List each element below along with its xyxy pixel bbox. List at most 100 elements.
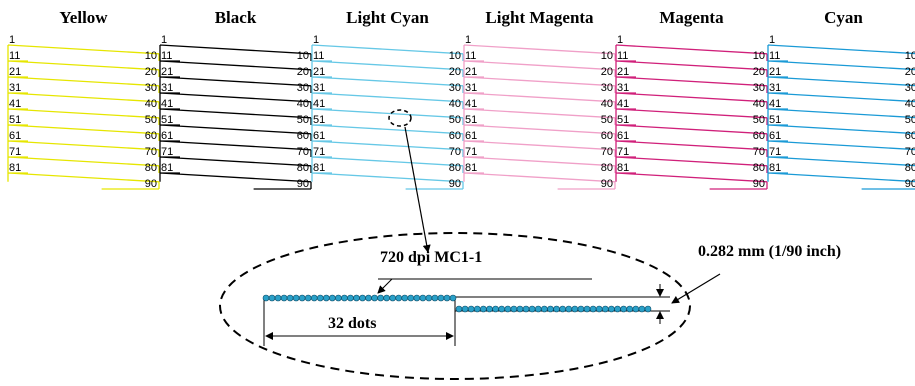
nozzle-zigzag bbox=[615, 44, 768, 190]
column-title: Black bbox=[215, 8, 257, 27]
nozzle-label: 71 bbox=[617, 146, 629, 158]
nozzle-label: 1 bbox=[617, 34, 623, 46]
nozzle-label: 30 bbox=[753, 82, 765, 94]
nozzle-dot bbox=[304, 294, 312, 302]
nozzle-dot bbox=[480, 305, 487, 313]
nozzle-dot bbox=[353, 294, 360, 302]
resolution-label: 720 dpi MC1-1 bbox=[380, 249, 482, 266]
nozzle-label: 31 bbox=[9, 82, 21, 94]
nozzle-dot bbox=[589, 305, 597, 313]
nozzle-label: 21 bbox=[161, 66, 173, 78]
nozzle-label: 80 bbox=[297, 162, 309, 174]
nozzle-label: 50 bbox=[601, 114, 613, 126]
nozzle-dot bbox=[644, 305, 652, 313]
nozzle-dot bbox=[504, 305, 512, 313]
nozzle-label: 21 bbox=[617, 66, 629, 78]
nozzle-label: 21 bbox=[9, 66, 21, 78]
nozzle-dot bbox=[431, 294, 439, 302]
nozzle-dot bbox=[577, 305, 585, 313]
nozzle-label: 80 bbox=[145, 162, 157, 174]
nozzle-label: 31 bbox=[465, 82, 477, 94]
nozzle-label: 70 bbox=[297, 146, 309, 158]
nozzle-label: 50 bbox=[449, 114, 461, 126]
nozzle-label: 61 bbox=[161, 130, 173, 142]
nozzle-label: 41 bbox=[161, 98, 173, 110]
nozzle-dot bbox=[516, 305, 524, 313]
nozzle-label: 51 bbox=[769, 114, 781, 126]
nozzle-columns: Yellow1112131415161718110203040506070809… bbox=[7, 8, 915, 190]
nozzle-label: 30 bbox=[905, 82, 915, 94]
nozzle-dot bbox=[292, 294, 300, 302]
nozzle-label: 40 bbox=[297, 98, 309, 110]
nozzle-label: 70 bbox=[601, 146, 613, 158]
nozzle-dot bbox=[323, 294, 330, 302]
nozzle-dot bbox=[389, 294, 396, 302]
dot-detail: 720 dpi MC1-1 32 dots 0.282 mm (1/90 inc… bbox=[262, 243, 841, 346]
nozzle-dot bbox=[620, 305, 627, 313]
nozzle-label: 81 bbox=[313, 162, 325, 174]
column-title: Yellow bbox=[59, 8, 108, 27]
nozzle-dot bbox=[443, 294, 451, 302]
nozzle-dot bbox=[541, 305, 548, 313]
nozzle-label: 81 bbox=[769, 162, 781, 174]
nozzle-column: Light Cyan111213141516171811020304050607… bbox=[311, 8, 464, 190]
nozzle-label: 50 bbox=[145, 114, 157, 126]
nozzle-label: 31 bbox=[617, 82, 629, 94]
nozzle-dot bbox=[553, 305, 560, 313]
nozzle-label: 60 bbox=[601, 130, 613, 142]
nozzle-label: 31 bbox=[313, 82, 325, 94]
nozzle-dot bbox=[413, 294, 421, 302]
nozzle-label: 30 bbox=[449, 82, 461, 94]
nozzle-dot bbox=[528, 305, 536, 313]
nozzle-dot bbox=[329, 294, 336, 302]
detail-ellipse bbox=[219, 232, 691, 380]
nozzle-dot bbox=[310, 294, 318, 302]
nozzle-label: 60 bbox=[297, 130, 309, 142]
nozzle-label: 70 bbox=[753, 146, 765, 158]
nozzle-label: 70 bbox=[905, 146, 915, 158]
nozzle-dot bbox=[614, 305, 621, 313]
nozzle-label: 41 bbox=[769, 98, 781, 110]
nozzle-dot bbox=[268, 294, 276, 302]
nozzle-dot bbox=[522, 305, 530, 313]
nozzle-dot bbox=[595, 305, 603, 313]
nozzle-label: 71 bbox=[9, 146, 21, 158]
nozzle-label: 81 bbox=[9, 162, 21, 174]
nozzle-dot bbox=[419, 294, 427, 302]
nozzle-label: 1 bbox=[9, 34, 15, 46]
nozzle-label: 81 bbox=[465, 162, 477, 174]
nozzle-dot bbox=[335, 294, 342, 302]
nozzle-dot bbox=[455, 305, 463, 313]
nozzle-label: 81 bbox=[161, 162, 173, 174]
nozzle-dot bbox=[473, 305, 481, 313]
nozzle-label: 30 bbox=[601, 82, 613, 94]
nozzle-label: 1 bbox=[313, 34, 319, 46]
nozzle-label: 61 bbox=[617, 130, 629, 142]
nozzle-label: 11 bbox=[769, 50, 780, 62]
nozzle-label: 11 bbox=[9, 50, 20, 62]
nozzle-label: 50 bbox=[297, 114, 309, 126]
nozzle-dot bbox=[341, 294, 348, 302]
nozzle-label: 61 bbox=[9, 130, 21, 142]
nozzle-label: 10 bbox=[449, 50, 461, 62]
nozzle-dot bbox=[626, 305, 634, 313]
nozzle-zigzag bbox=[767, 44, 915, 190]
nozzle-label: 60 bbox=[449, 130, 461, 142]
nozzle-label: 51 bbox=[465, 114, 477, 126]
nozzle-label: 10 bbox=[145, 50, 157, 62]
nozzle-label: 61 bbox=[769, 130, 781, 142]
nozzle-dot bbox=[632, 305, 640, 313]
nozzle-label: 60 bbox=[753, 130, 765, 142]
column-title: Cyan bbox=[824, 8, 863, 27]
nozzle-dot bbox=[559, 305, 566, 313]
nozzle-label: 71 bbox=[313, 146, 325, 158]
label-pointer-arrow bbox=[377, 278, 393, 294]
nozzle-dot bbox=[467, 305, 475, 313]
nozzle-column: Light Magenta111213141516171811020304050… bbox=[463, 8, 616, 190]
nozzle-dot bbox=[437, 294, 445, 302]
nozzle-label: 41 bbox=[313, 98, 325, 110]
nozzle-dot bbox=[498, 305, 505, 313]
nozzle-zigzag bbox=[311, 44, 464, 190]
